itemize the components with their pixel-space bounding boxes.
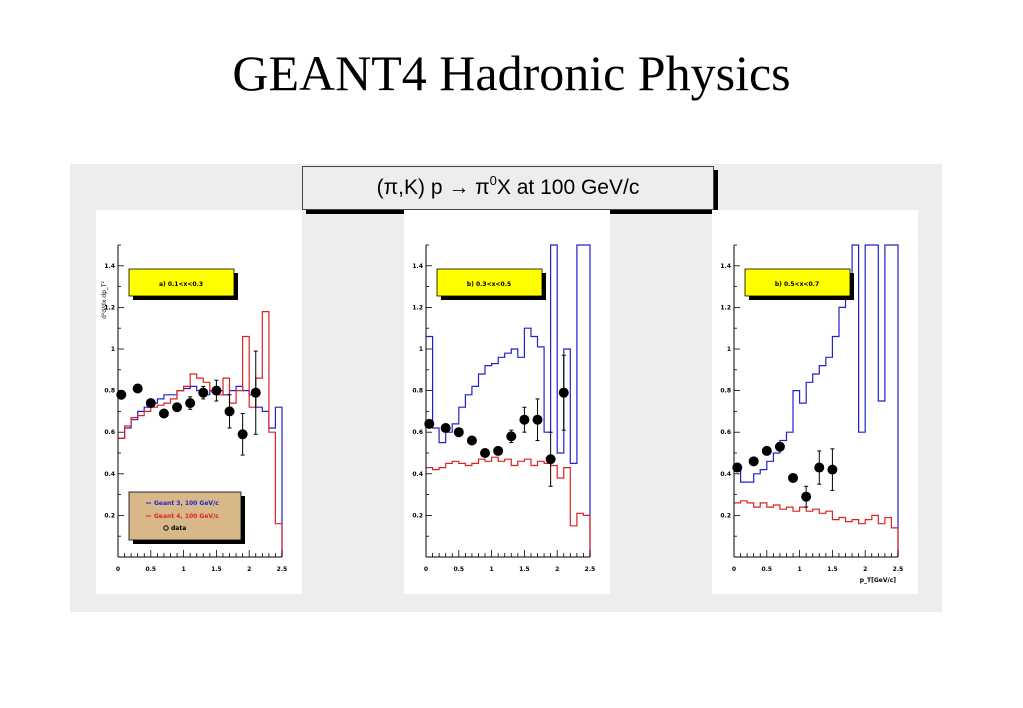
chart-a-svg: 0 0.5 1 1.5 2 2.5 0.2 0.4 0.6 0.8 1 1.2 1.4 a) 0.1<x<… (101, 244, 288, 573)
x-tick-label: 1 (490, 566, 494, 573)
y-tick-label: 0.2 (412, 512, 423, 519)
data-point (506, 431, 517, 442)
geant3-histogram-line (426, 244, 591, 557)
x-range-label: a) 0.1<x<0.3 (159, 281, 203, 288)
data-point (558, 387, 569, 398)
y-tick-label: 0.2 (104, 512, 115, 519)
data-point (519, 414, 530, 425)
y-tick-label: 1.4 (412, 263, 423, 270)
data-point (224, 406, 235, 417)
data-point (761, 445, 772, 456)
x-tick-label: 1.5 (519, 566, 530, 573)
data-point (480, 448, 491, 458)
x-tick-label: 2 (863, 566, 867, 573)
label-box (128, 268, 235, 297)
data-point (132, 383, 143, 394)
y-tick-label: 0.6 (720, 429, 731, 436)
y-tick-label: 1.4 (720, 263, 731, 270)
y-tick-label: 1.2 (104, 304, 115, 311)
y-tick-label: 0.4 (412, 471, 423, 478)
y-tick-label: 0.2 (720, 512, 731, 519)
data-point (172, 402, 183, 413)
y-tick-label: 1.2 (412, 304, 423, 311)
chart-b-svg: 0 0.5 1 1.5 2 2.5 0.2 0.4 0.6 0.8 1 1.2 1.4 b) 0.3<x<… (412, 244, 596, 573)
x-tick-label: 0.5 (453, 566, 464, 573)
data-point (545, 454, 556, 465)
x-tick-label: 1 (182, 566, 186, 573)
x-tick-label: 2 (555, 566, 559, 573)
data-point (116, 389, 127, 400)
geant3-histogram-line (734, 244, 899, 557)
x-tick-label: 2.5 (893, 566, 904, 573)
y-tick-label: 0.8 (720, 388, 731, 395)
data-point (466, 435, 477, 446)
data-point (814, 462, 825, 473)
y-tick-label: 0.8 (412, 388, 423, 395)
y-tick-label: 0.6 (412, 429, 423, 436)
data-point (532, 414, 543, 425)
x-tick-label: 0 (424, 566, 428, 573)
data-point (453, 427, 464, 438)
data-point (211, 385, 222, 396)
x-tick-label: 0 (116, 566, 120, 573)
legend-data-label: data (171, 525, 186, 532)
x-tick-label: 0 (732, 566, 736, 573)
x-tick-label: 0.5 (145, 566, 156, 573)
data-point (185, 398, 196, 409)
y-tick-label: 1.2 (720, 304, 731, 311)
y-tick-label: 1 (727, 346, 731, 353)
chart-panel-c: 0 0.5 1 1.5 2 2.5 0.2 0.4 0.6 0.8 1 1.2 1.4 b) 0.5<x<… (712, 210, 918, 594)
y-tick-label: 0.8 (104, 388, 115, 395)
chart-panel-b: 0 0.5 1 1.5 2 2.5 0.2 0.4 0.6 0.8 1 1.2 1.4 b) 0.3<x<… (404, 210, 610, 594)
geant4-histogram-line (426, 456, 591, 557)
data-point (774, 441, 785, 452)
x-tick-label: 1 (798, 566, 802, 573)
data-point (493, 445, 504, 456)
x-tick-label: 2.5 (277, 566, 288, 573)
data-point (732, 462, 743, 473)
y-tick-label: 1 (111, 346, 115, 353)
x-tick-label: 1.5 (827, 566, 838, 573)
data-point (145, 398, 156, 409)
x-range-label: b) 0.5<x<0.7 (775, 281, 819, 288)
label-box (744, 268, 851, 297)
x-tick-label: 2 (247, 566, 251, 573)
y-tick-label: 0.4 (720, 471, 731, 478)
geant4-histogram-line (734, 500, 899, 557)
slide-title: GEANT4 Hadronic Physics (232, 45, 791, 101)
data-point (424, 418, 435, 429)
y-tick-label: 1.4 (104, 263, 115, 270)
data-point (788, 472, 799, 483)
data-point (250, 387, 261, 398)
y-tick-label: 1 (419, 346, 423, 353)
chart-c-svg: 0 0.5 1 1.5 2 2.5 0.2 0.4 0.6 0.8 1 1.2 1.4 b) 0.5<x<… (720, 244, 904, 584)
banner-superscript: 0 (489, 172, 497, 188)
x-range-label: b) 0.3<x<0.5 (467, 281, 511, 288)
legend-geant3-label: Geant 3, 100 GeV/c (154, 500, 219, 507)
label-box (436, 268, 543, 297)
data-point (440, 423, 451, 434)
data-point (237, 429, 248, 440)
legend-geant4-label: Geant 4, 100 GeV/c (154, 513, 219, 520)
banner-text-post: X at 100 GeV/c (496, 176, 640, 199)
chart-panel-a: 0 0.5 1 1.5 2 2.5 0.2 0.4 0.6 0.8 1 1.2 1.4 a) 0.1<x<… (96, 210, 302, 594)
x-axis-title: p_T[GeV/c] (860, 577, 897, 584)
x-tick-label: 2.5 (585, 566, 596, 573)
data-point (801, 491, 812, 502)
x-tick-label: 0.5 (761, 566, 772, 573)
data-point (198, 387, 209, 398)
legend-data-marker (163, 525, 169, 531)
y-tick-label: 0.4 (104, 471, 115, 478)
y-axis-title: d²σ/dx dp_T² (101, 280, 108, 319)
x-tick-label: 1.5 (211, 566, 222, 573)
data-point (158, 408, 169, 419)
data-point (748, 456, 759, 467)
banner-text-pre: (π,K) p → π (376, 176, 490, 199)
data-point (827, 464, 838, 475)
y-tick-label: 0.6 (104, 429, 115, 436)
